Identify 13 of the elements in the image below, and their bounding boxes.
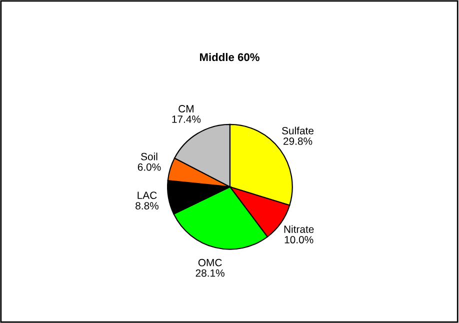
slice-label: LAC	[138, 192, 157, 200]
slice-label: Soil	[141, 152, 158, 160]
data-label: 6.0%	[138, 163, 161, 171]
slice-label: OMC	[198, 258, 222, 266]
chart-title: Middle 60%	[200, 52, 260, 62]
data-label: 8.8%	[136, 202, 158, 210]
slice-label: CM	[178, 105, 194, 112]
slice-label: Sulfate	[282, 126, 314, 134]
data-label: 17.4%	[172, 116, 201, 123]
data-label: 29.8%	[284, 138, 312, 145]
data-label: 28.1%	[196, 269, 224, 277]
data-label: 10.0%	[284, 236, 314, 244]
slice-label: Nitrate	[284, 225, 314, 233]
